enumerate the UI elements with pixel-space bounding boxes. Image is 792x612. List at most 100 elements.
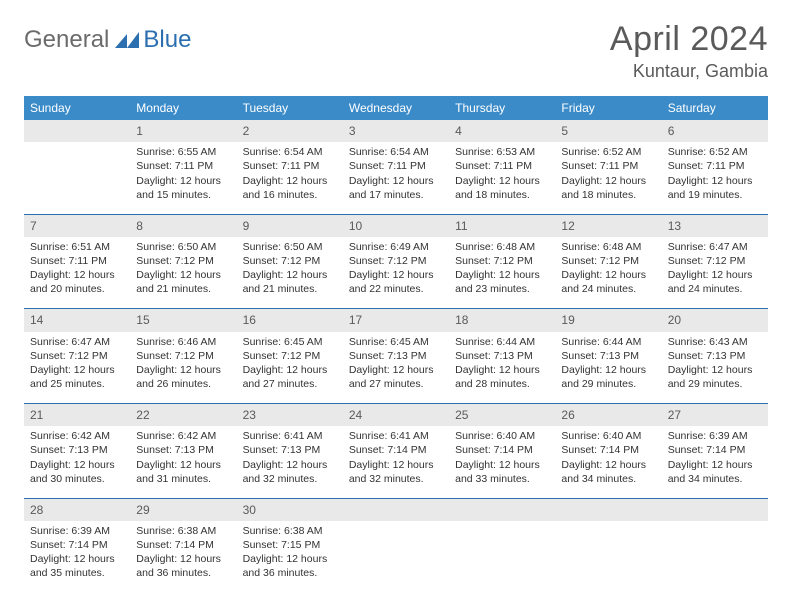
sunrise-line: Sunrise: 6:47 AM — [30, 335, 124, 349]
day-number-cell — [343, 498, 449, 521]
day-number-cell: 30 — [237, 498, 343, 521]
daylight-line: Daylight: 12 hours and 19 minutes. — [668, 174, 762, 202]
day-content-cell: Sunrise: 6:42 AMSunset: 7:13 PMDaylight:… — [130, 426, 236, 498]
day-number-cell: 11 — [449, 214, 555, 237]
daylight-line: Daylight: 12 hours and 36 minutes. — [243, 552, 337, 580]
weekday-header: Monday — [130, 96, 236, 120]
sunrise-line: Sunrise: 6:44 AM — [561, 335, 655, 349]
day-content-cell: Sunrise: 6:52 AMSunset: 7:11 PMDaylight:… — [662, 142, 768, 214]
sunset-line: Sunset: 7:14 PM — [668, 443, 762, 457]
sunset-line: Sunset: 7:12 PM — [349, 254, 443, 268]
sunrise-line: Sunrise: 6:50 AM — [243, 240, 337, 254]
day-number-cell — [662, 498, 768, 521]
sunset-line: Sunset: 7:11 PM — [243, 159, 337, 173]
day-number-cell: 3 — [343, 120, 449, 142]
sunset-line: Sunset: 7:13 PM — [561, 349, 655, 363]
sunset-line: Sunset: 7:12 PM — [668, 254, 762, 268]
day-number-cell — [555, 498, 661, 521]
daylight-line: Daylight: 12 hours and 21 minutes. — [243, 268, 337, 296]
day-number-cell: 28 — [24, 498, 130, 521]
day-number-cell: 21 — [24, 404, 130, 427]
sunrise-line: Sunrise: 6:54 AM — [243, 145, 337, 159]
sunset-line: Sunset: 7:14 PM — [136, 538, 230, 552]
logo-mark-icon — [113, 30, 141, 50]
day-number-cell: 19 — [555, 309, 661, 332]
day-content-row: Sunrise: 6:47 AM Sunset: 7:12 PM Daylight:… — [24, 332, 768, 404]
day-content-cell: Sunrise: 6:40 AMSunset: 7:14 PMDaylight:… — [555, 426, 661, 498]
daylight-line: Daylight: 12 hours and 21 minutes. — [136, 268, 230, 296]
day-content-cell: Sunrise: 6:51 AMSunset: 7:11 PMDaylight:… — [24, 237, 130, 309]
sunrise-line: Sunrise: 6:38 AM — [243, 524, 337, 538]
header: General Blue April 2024 Kuntaur, Gambia — [24, 20, 768, 82]
day-number-cell — [24, 120, 130, 142]
sunrise-line: Sunrise: 6:46 AM — [136, 335, 230, 349]
day-number-cell: 29 — [130, 498, 236, 521]
daylight-line: Daylight: 12 hours and 32 minutes. — [243, 458, 337, 486]
weekday-header: Wednesday — [343, 96, 449, 120]
sunset-line: Sunset: 7:12 PM — [243, 349, 337, 363]
sunrise-line: Sunrise: 6:49 AM — [349, 240, 443, 254]
sunrise-line: Sunrise: 6:43 AM — [668, 335, 762, 349]
sunrise-line: Sunrise: 6:42 AM — [30, 429, 124, 443]
sunset-line: Sunset: 7:13 PM — [30, 443, 124, 457]
day-number-cell: 4 — [449, 120, 555, 142]
day-number-cell — [449, 498, 555, 521]
daylight-line: Daylight: 12 hours and 28 minutes. — [455, 363, 549, 391]
sunrise-line: Sunrise: 6:54 AM — [349, 145, 443, 159]
day-content-cell: Sunrise: 6:44 AMSunset: 7:13 PMDaylight:… — [449, 332, 555, 404]
daylight-line: Daylight: 12 hours and 26 minutes. — [136, 363, 230, 391]
weekday-header: Friday — [555, 96, 661, 120]
sunset-line: Sunset: 7:11 PM — [349, 159, 443, 173]
sunrise-line: Sunrise: 6:41 AM — [349, 429, 443, 443]
sunset-line: Sunset: 7:11 PM — [455, 159, 549, 173]
weekday-header-row: SundayMondayTuesdayWednesdayThursdayFrid… — [24, 96, 768, 120]
day-number-cell: 17 — [343, 309, 449, 332]
sunrise-line: Sunrise: 6:40 AM — [455, 429, 549, 443]
day-number-row: 14151617181920 — [24, 309, 768, 332]
day-content-cell: Sunrise: 6:39 AMSunset: 7:14 PMDaylight:… — [662, 426, 768, 498]
weekday-header: Tuesday — [237, 96, 343, 120]
day-content-cell: Sunrise: 6:50 AMSunset: 7:12 PMDaylight:… — [237, 237, 343, 309]
day-number-cell: 6 — [662, 120, 768, 142]
day-content-cell: Sunrise: 6:38 AMSunset: 7:15 PMDaylight:… — [237, 521, 343, 593]
sunrise-line: Sunrise: 6:47 AM — [668, 240, 762, 254]
day-number-row: 78910111213 — [24, 214, 768, 237]
daylight-line: Daylight: 12 hours and 31 minutes. — [136, 458, 230, 486]
sunset-line: Sunset: 7:14 PM — [561, 443, 655, 457]
daylight-line: Daylight: 12 hours and 32 minutes. — [349, 458, 443, 486]
day-content-cell: Sunrise: 6:40 AMSunset: 7:14 PMDaylight:… — [449, 426, 555, 498]
day-content-cell — [662, 521, 768, 593]
daylight-line: Daylight: 12 hours and 22 minutes. — [349, 268, 443, 296]
day-number-cell: 12 — [555, 214, 661, 237]
sunrise-line: Sunrise: 6:52 AM — [561, 145, 655, 159]
daylight-line: Daylight: 12 hours and 17 minutes. — [349, 174, 443, 202]
day-number-cell: 5 — [555, 120, 661, 142]
sunrise-line: Sunrise: 6:55 AM — [136, 145, 230, 159]
day-content-cell: Sunrise: 6:55 AMSunset: 7:11 PMDaylight:… — [130, 142, 236, 214]
day-content-row: Sunrise: 6:55 AMSunset: 7:11 PMDaylight:… — [24, 142, 768, 214]
day-number-cell: 9 — [237, 214, 343, 237]
month-title: April 2024 — [610, 20, 768, 59]
day-number-cell: 24 — [343, 404, 449, 427]
sunrise-line: Sunrise: 6:48 AM — [561, 240, 655, 254]
day-content-cell — [555, 521, 661, 593]
day-content-cell: Sunrise: 6:48 AMSunset: 7:12 PMDaylight:… — [449, 237, 555, 309]
logo-text-blue: Blue — [143, 26, 191, 54]
day-content-cell: Sunrise: 6:52 AMSunset: 7:11 PMDaylight:… — [555, 142, 661, 214]
day-number-cell: 25 — [449, 404, 555, 427]
daylight-line: Daylight: 12 hours and 33 minutes. — [455, 458, 549, 486]
day-number-cell: 15 — [130, 309, 236, 332]
day-content-cell: Sunrise: 6:47 AMSunset: 7:12 PMDaylight:… — [662, 237, 768, 309]
sunset-line: Sunset: 7:13 PM — [243, 443, 337, 457]
sunrise-line: Sunrise: 6:39 AM — [30, 524, 124, 538]
day-content-cell — [343, 521, 449, 593]
day-content-cell: Sunrise: 6:44 AMSunset: 7:13 PMDaylight:… — [555, 332, 661, 404]
sunset-line: Sunset: 7:11 PM — [668, 159, 762, 173]
sunset-line: Sunset: 7:13 PM — [349, 349, 443, 363]
sunrise-line: Sunrise: 6:53 AM — [455, 145, 549, 159]
daylight-line: Daylight: 12 hours and 34 minutes. — [561, 458, 655, 486]
day-content-cell: Sunrise: 6:53 AMSunset: 7:11 PMDaylight:… — [449, 142, 555, 214]
sunrise-line: Sunrise: 6:45 AM — [349, 335, 443, 349]
sunset-line: Sunset: 7:13 PM — [136, 443, 230, 457]
day-number-row: 21222324252627 — [24, 404, 768, 427]
